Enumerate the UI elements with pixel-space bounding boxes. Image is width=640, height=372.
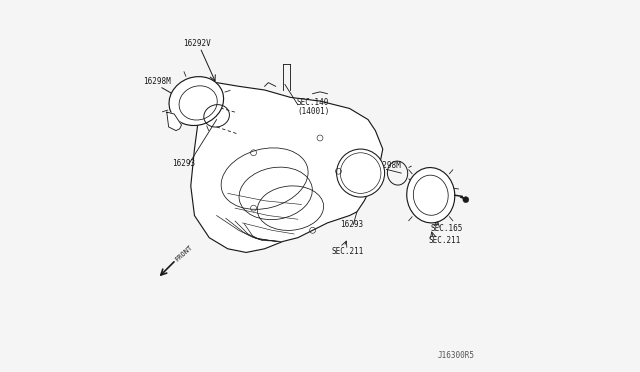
Text: SEC.211: SEC.211	[429, 236, 461, 245]
Text: 16292V: 16292V	[410, 179, 438, 188]
Ellipse shape	[407, 167, 455, 223]
Polygon shape	[167, 112, 182, 131]
Text: 16293: 16293	[340, 220, 364, 230]
Text: SEC.165: SEC.165	[431, 224, 463, 233]
Text: 16293: 16293	[172, 159, 195, 168]
Text: J16300R5: J16300R5	[438, 350, 475, 359]
Text: 16298M: 16298M	[374, 161, 401, 170]
Text: SEC.140: SEC.140	[296, 98, 328, 107]
Circle shape	[337, 149, 385, 197]
Circle shape	[463, 197, 468, 203]
Polygon shape	[191, 83, 383, 253]
Text: (14001): (14001)	[298, 107, 330, 116]
Text: 16292V: 16292V	[182, 39, 211, 48]
Text: FRONT: FRONT	[174, 244, 193, 263]
Text: SEC.211: SEC.211	[331, 247, 364, 256]
Text: 16298M: 16298M	[143, 77, 170, 86]
Ellipse shape	[169, 77, 223, 125]
